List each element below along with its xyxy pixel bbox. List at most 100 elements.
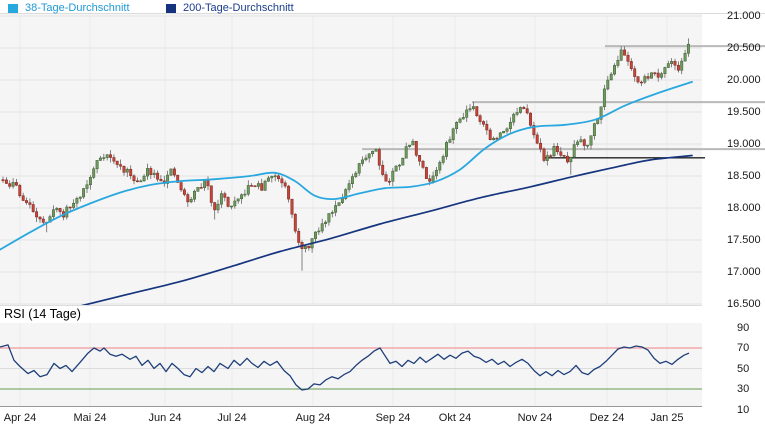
candle-body	[263, 180, 267, 191]
candle-body	[189, 198, 193, 203]
candle-body	[88, 177, 92, 186]
candle-body	[542, 148, 546, 161]
candle-body	[260, 183, 264, 191]
candle-body	[283, 182, 287, 187]
candle-body	[287, 185, 291, 200]
candle-body	[566, 155, 569, 163]
candle-body	[176, 174, 180, 183]
candle-body	[334, 205, 338, 213]
candle-body	[602, 88, 606, 107]
candle-body	[455, 122, 459, 129]
candle-body	[109, 154, 112, 158]
candle-body	[424, 167, 428, 179]
candle-body	[273, 175, 277, 178]
candle-body	[357, 163, 361, 174]
candle-body	[327, 213, 331, 223]
candle-body	[414, 140, 418, 156]
candle-body	[68, 206, 72, 209]
candle-body	[431, 175, 435, 182]
candle-body	[485, 123, 489, 131]
candle-body	[337, 202, 341, 206]
chart-legend: 38-Tage-Durchschnitt 200-Tage-Durchschni…	[0, 0, 765, 14]
candle-body	[256, 183, 260, 187]
candle-body	[505, 128, 509, 132]
candle-body	[488, 129, 492, 140]
candle-body	[623, 49, 627, 56]
candle-body	[599, 106, 603, 120]
candle-body	[135, 180, 139, 183]
candle-body	[518, 107, 522, 113]
candle-body	[132, 175, 136, 182]
candle-body	[387, 180, 391, 183]
candle-body	[471, 106, 475, 110]
candle-body	[112, 157, 116, 162]
candle-body	[156, 172, 160, 180]
candle-body	[314, 231, 317, 239]
candle-body	[340, 198, 344, 203]
candle-body	[307, 245, 311, 249]
candle-body	[572, 144, 576, 158]
candle-body	[545, 155, 549, 161]
candle-body	[670, 61, 674, 64]
x-axis-band	[0, 407, 765, 430]
candle-body	[31, 204, 35, 212]
candle-body	[75, 198, 79, 204]
candle-body	[196, 187, 200, 192]
candle-body	[226, 197, 230, 207]
candle-body	[149, 168, 153, 175]
candle-body	[8, 183, 12, 187]
candle-body	[421, 160, 425, 168]
candle-body	[51, 209, 55, 217]
candle-body	[384, 174, 388, 182]
candle-body	[371, 150, 375, 155]
candle-body	[92, 168, 96, 178]
candle-body	[562, 155, 566, 157]
candle-body	[629, 61, 633, 69]
candle-body	[293, 213, 297, 232]
candle-body	[216, 203, 220, 211]
candle-body	[166, 174, 170, 184]
candle-body	[240, 194, 244, 200]
candle-body	[535, 134, 539, 144]
candle-body	[680, 60, 684, 71]
candle-body	[361, 159, 364, 164]
candle-body	[203, 180, 207, 188]
candle-body	[458, 118, 462, 123]
rsi-series-line	[0, 344, 690, 391]
candle-body	[475, 106, 479, 116]
candle-body	[381, 164, 385, 175]
ma200-line	[77, 154, 693, 306]
candle-body	[219, 193, 223, 205]
candle-body	[532, 125, 536, 136]
candle-body	[179, 182, 183, 191]
candle-body	[656, 72, 660, 78]
candle-body	[683, 53, 687, 62]
candle-body	[529, 112, 532, 126]
candle-body	[495, 137, 499, 140]
candle-body	[344, 189, 348, 199]
candle-body	[4, 179, 8, 184]
candle-body	[119, 164, 123, 167]
candle-body	[569, 156, 573, 163]
candle-body	[676, 64, 680, 71]
rsi-title: RSI (14 Tage)	[4, 307, 81, 321]
candle-body	[243, 193, 247, 196]
candle-body	[663, 67, 667, 74]
price-chart	[0, 14, 765, 306]
candle-body	[129, 168, 133, 177]
candle-body	[236, 198, 240, 202]
candle-body	[613, 65, 616, 75]
candle-body	[303, 245, 307, 249]
candle-body	[364, 157, 368, 161]
legend-item-ma38: 38-Tage-Durchschnitt	[8, 2, 130, 15]
main-plot-background	[0, 14, 702, 306]
candle-body	[182, 189, 186, 195]
candle-body	[660, 73, 664, 78]
candle-body	[639, 81, 643, 84]
candle-body	[468, 108, 472, 111]
candle-body	[125, 168, 129, 173]
candle-body	[374, 149, 378, 152]
ma38-swatch-icon	[8, 4, 18, 13]
candle-body	[266, 177, 270, 182]
candle-body	[515, 112, 519, 115]
